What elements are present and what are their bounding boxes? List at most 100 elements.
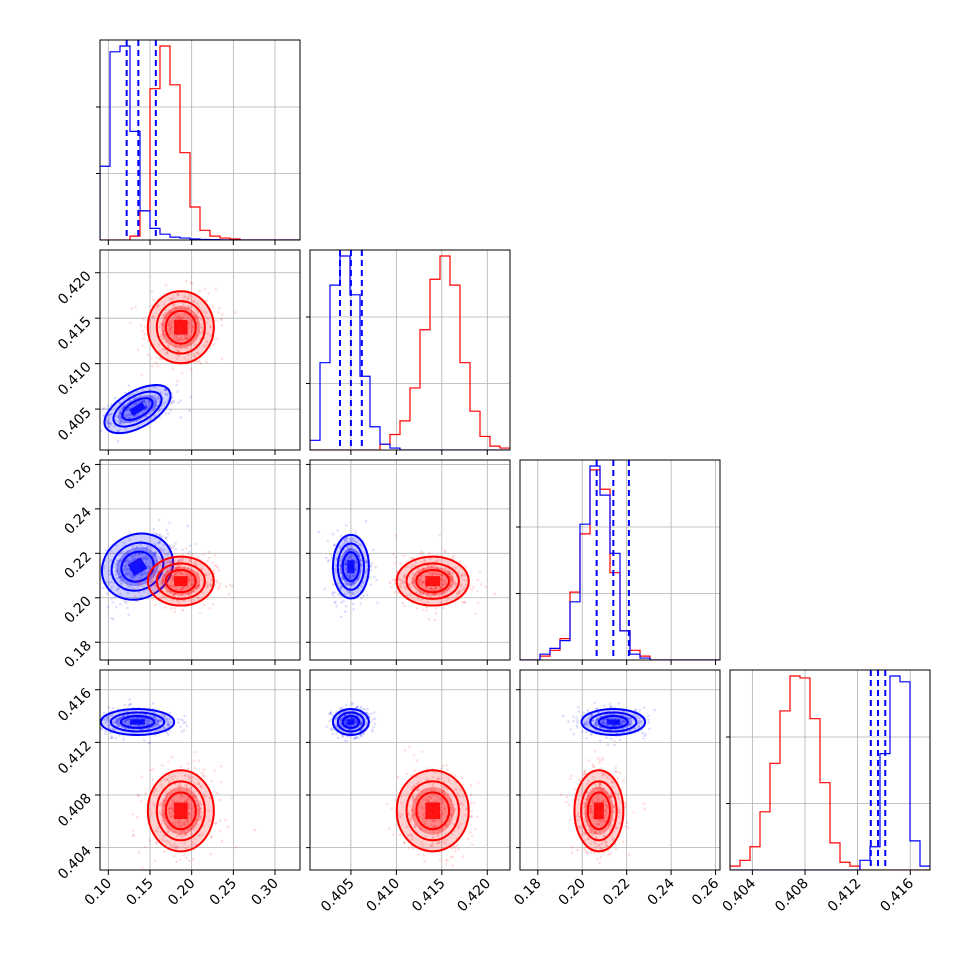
scatter-point	[410, 837, 414, 841]
scatter-point	[117, 401, 121, 404]
scatter-point	[434, 572, 438, 576]
scatter-point	[131, 405, 134, 408]
scatter-point	[154, 788, 158, 792]
scatter-point	[355, 720, 359, 724]
scatter-point	[465, 807, 468, 810]
scatter-point	[415, 569, 419, 573]
scatter-point	[451, 572, 454, 576]
scatter-point	[174, 588, 178, 592]
scatter-point	[180, 316, 183, 320]
scatter-point	[176, 823, 180, 827]
contour-line	[589, 711, 638, 733]
scatter-point	[166, 311, 170, 314]
scatter-point	[167, 320, 171, 323]
scatter-point	[410, 566, 413, 570]
scatter-point	[209, 852, 213, 856]
scatter-point	[162, 581, 165, 584]
scatter-point	[338, 560, 342, 563]
scatter-point	[197, 818, 201, 822]
scatter-point	[416, 788, 419, 792]
y-tick-label: 0.408	[55, 791, 95, 831]
scatter-point	[173, 610, 176, 614]
density-peak	[174, 319, 188, 335]
scatter-point	[360, 719, 364, 723]
scatter-point	[425, 797, 429, 800]
scatter-point	[135, 579, 138, 582]
scatter-point	[140, 574, 143, 578]
scatter-point	[619, 720, 623, 723]
scatter-point	[438, 859, 442, 862]
scatter-point	[452, 803, 456, 806]
scatter-point	[351, 602, 355, 606]
scatter-point	[600, 720, 604, 724]
scatter-point	[169, 327, 172, 331]
scatter-point	[170, 325, 174, 329]
scatter-point	[426, 594, 430, 598]
scatter-point	[357, 736, 360, 739]
scatter-point	[470, 809, 473, 813]
x-tick-label: 0.10	[82, 876, 115, 909]
scatter-point	[219, 317, 223, 321]
scatter-point	[224, 585, 228, 588]
scatter-point	[341, 576, 345, 579]
scatter-point	[169, 401, 173, 405]
scatter-point	[169, 720, 173, 724]
scatter-point	[158, 558, 162, 561]
scatter-point	[207, 292, 210, 295]
scatter-point	[177, 570, 181, 574]
scatter-point	[174, 566, 177, 570]
scatter-point	[176, 293, 180, 297]
scatter-point	[190, 368, 193, 371]
scatter-point	[192, 353, 195, 356]
scatter-point	[339, 722, 343, 725]
scatter-point	[170, 577, 174, 580]
y-tick-label: 0.410	[55, 359, 95, 399]
scatter-point	[360, 728, 364, 732]
scatter-point	[589, 808, 593, 812]
scatter-point	[420, 568, 424, 571]
scatter-point	[430, 788, 433, 792]
scatter-point	[157, 811, 161, 814]
scatter-point	[190, 568, 194, 572]
panel-0-0	[96, 39, 301, 245]
scatter-point	[419, 826, 423, 830]
scatter-point	[134, 587, 137, 591]
scatter-point	[584, 730, 588, 734]
scatter-point	[442, 590, 445, 594]
scatter-point	[211, 305, 215, 308]
scatter-point	[198, 360, 201, 363]
scatter-point	[350, 537, 354, 540]
scatter-point	[162, 715, 166, 719]
scatter-point	[177, 293, 180, 297]
scatter-point	[182, 295, 186, 298]
scatter-point	[134, 716, 138, 720]
scatter-point	[105, 716, 108, 719]
scatter-point	[197, 584, 200, 588]
scatter-point	[413, 784, 416, 787]
scatter-point	[594, 782, 597, 786]
scatter-point	[110, 736, 113, 740]
scatter-point	[175, 316, 178, 320]
scatter-point	[206, 332, 210, 335]
scatter-point	[421, 843, 425, 846]
scatter-point	[369, 568, 373, 572]
scatter-point	[140, 553, 144, 556]
scatter-point	[172, 297, 176, 300]
scatter-point	[192, 599, 195, 602]
scatter-point	[116, 718, 120, 722]
scatter-point	[360, 734, 363, 737]
scatter-point	[469, 801, 473, 805]
scatter-point	[484, 585, 487, 588]
scatter-point	[642, 706, 646, 709]
scatter-point	[90, 591, 93, 594]
scatter-point	[425, 586, 429, 589]
scatter-point	[619, 717, 623, 721]
scatter-point	[429, 586, 433, 590]
scatter-point	[350, 716, 354, 720]
scatter-point	[436, 795, 440, 798]
scatter-point	[191, 775, 195, 779]
panel-frame	[309, 669, 511, 871]
scatter-point	[340, 577, 343, 580]
scatter-point	[179, 717, 183, 721]
scatter-point	[156, 825, 160, 829]
